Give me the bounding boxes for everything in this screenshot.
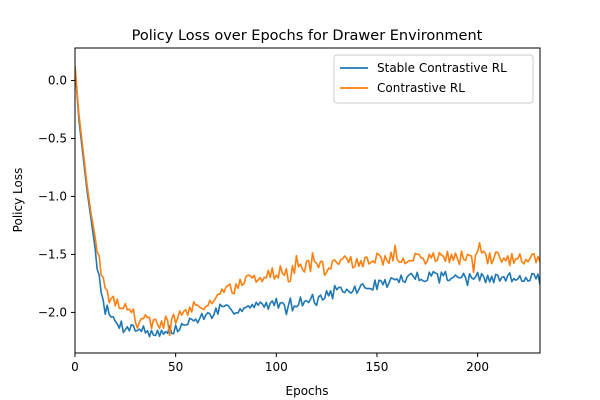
- x-tick-label-100: 100: [265, 360, 288, 374]
- y-axis: 0.0 −0.5 −1.0 −1.5 −2.0: [38, 73, 75, 319]
- x-axis: 0 50 100 150 200: [71, 353, 489, 374]
- series-line-contrastive-rl: [75, 66, 540, 337]
- x-tick-label-50: 50: [168, 360, 183, 374]
- y-tick-label-4: −2.0: [38, 305, 67, 319]
- legend: Stable Contrastive RL Contrastive RL: [333, 54, 534, 104]
- y-tick-label-3: −1.5: [38, 247, 67, 261]
- plot-area: [74, 47, 541, 354]
- y-tick-label-1: −0.5: [38, 131, 67, 145]
- x-axis-label: Epochs: [286, 384, 329, 398]
- y-axis-label: Policy Loss: [11, 168, 25, 233]
- x-tick-label-0: 0: [71, 360, 79, 374]
- x-tick-label-150: 150: [365, 360, 388, 374]
- chart-title: Policy Loss over Epochs for Drawer Envir…: [132, 28, 483, 44]
- legend-label-contrastive-rl: Contrastive RL: [377, 81, 465, 95]
- y-tick-label-0: 0.0: [48, 73, 67, 87]
- legend-label-stable-contrastive-rl: Stable Contrastive RL: [377, 61, 507, 75]
- y-tick-label-2: −1.0: [38, 189, 67, 203]
- series-layer: [75, 66, 540, 338]
- plot-frame: [74, 47, 541, 354]
- series-line-stable-contrastive-rl: [75, 66, 540, 338]
- x-tick-label-200: 200: [466, 360, 489, 374]
- legend-box: [333, 54, 534, 104]
